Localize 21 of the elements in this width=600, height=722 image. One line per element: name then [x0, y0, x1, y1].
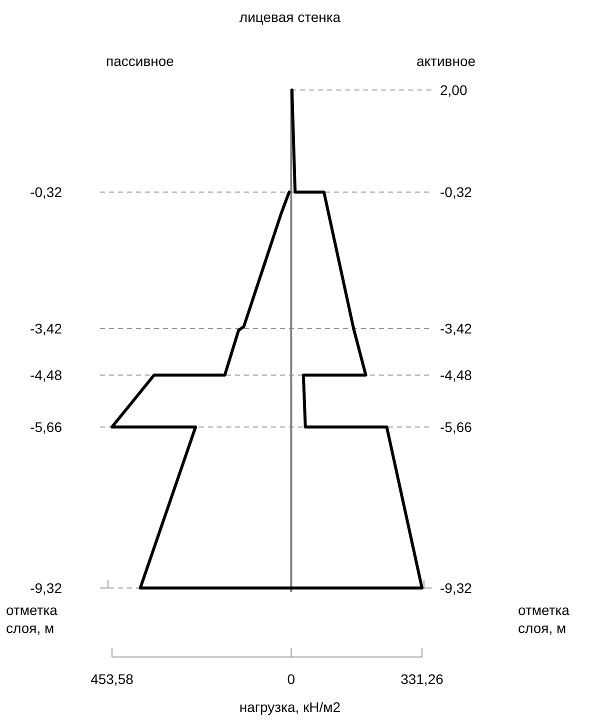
y-tick-label: -9,32	[30, 580, 62, 596]
y2-tick-label: -0,32	[440, 184, 472, 200]
y-tick-label: -5,66	[30, 418, 62, 435]
x-tick-label: 331,26	[400, 671, 444, 687]
text: активное	[416, 53, 476, 69]
y2-axis-title: отметка слоя, м	[518, 602, 570, 636]
y-axis-title: отметка слоя, м	[6, 602, 58, 636]
chart-title: лицевая стенка	[239, 9, 341, 25]
y-tick-label: -0,32	[30, 184, 62, 200]
y2-tick-label: 2,00	[440, 82, 468, 98]
text: пассивное	[106, 53, 174, 69]
x-tick-label: 453,58	[90, 671, 134, 687]
y2-tick-label: -5,66	[440, 418, 472, 435]
y-tick-label: -3,42	[30, 320, 62, 336]
x-tick-label: 0	[287, 671, 296, 687]
y2-tick-label: -3,42	[440, 320, 472, 336]
y2-tick-label: -4,48	[440, 367, 472, 384]
line-series	[110, 88, 424, 590]
x-axis-title: нагрузка, кН/м2	[239, 699, 341, 715]
y2-tick-label: -9,32	[440, 580, 472, 596]
y-tick-label: -4,48	[30, 367, 62, 384]
